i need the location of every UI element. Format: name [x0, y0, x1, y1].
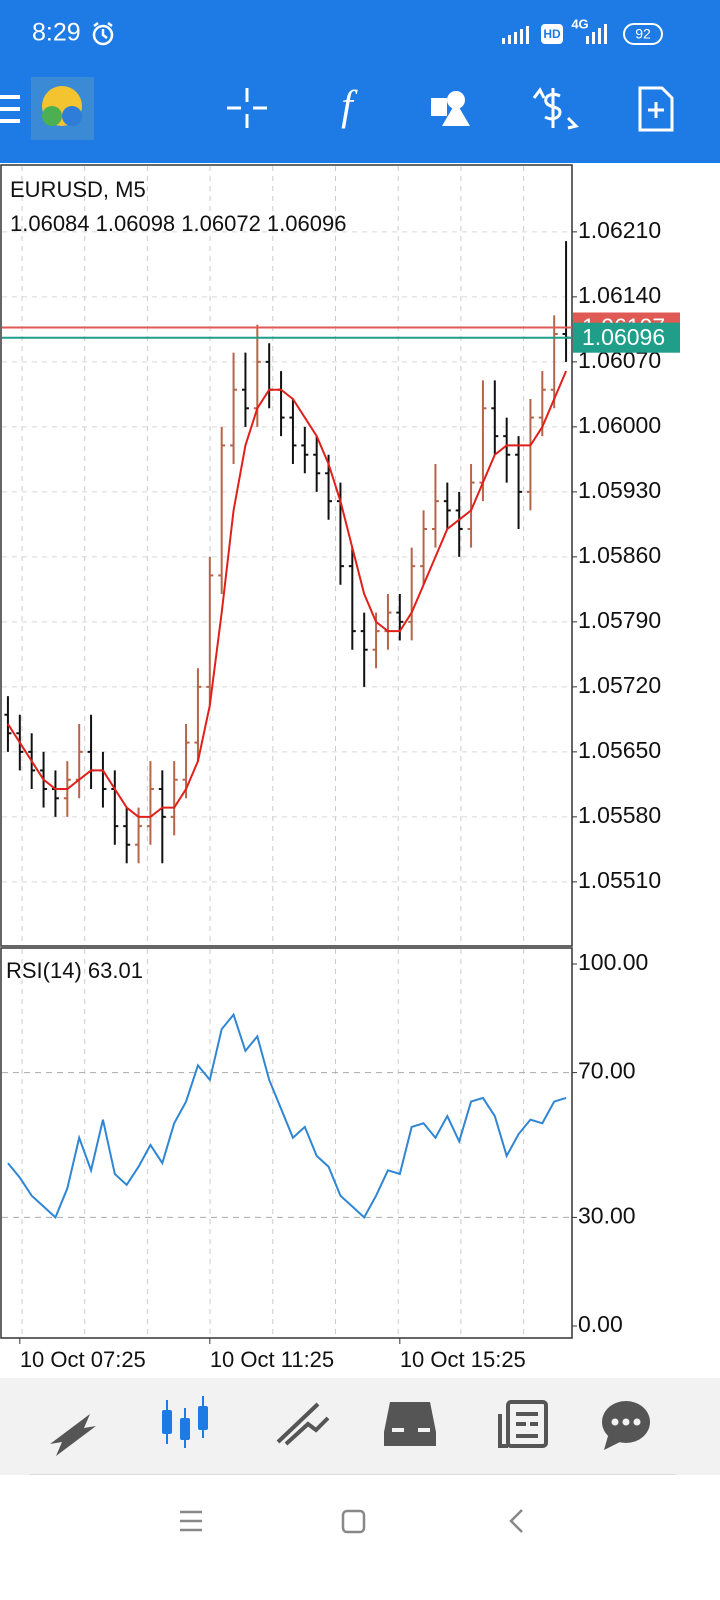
status-time: 8:29 [32, 19, 81, 47]
news-tab[interactable] [498, 1400, 548, 1448]
y-tick-label: 1.05790 [578, 607, 661, 633]
trade-button[interactable] [532, 87, 579, 130]
signal-icon [502, 26, 529, 44]
price-tag [573, 322, 680, 353]
y-tick-label: 1.05720 [578, 672, 661, 698]
battery-icon [623, 23, 663, 45]
quotes-tab[interactable] [50, 1414, 96, 1456]
divider [30, 1474, 676, 1475]
y-tick-label: 30.00 [578, 1202, 636, 1228]
rsi-title: RSI(14) 63.01 [6, 958, 143, 983]
objects-button[interactable] [431, 91, 470, 126]
price-tag-label: 1.06096 [582, 324, 665, 350]
y-tick-label: 1.06140 [578, 282, 661, 308]
recents-button[interactable] [180, 1510, 202, 1532]
y-tick-label: 1.05650 [578, 737, 661, 763]
home-button[interactable] [341, 1509, 366, 1534]
x-tick-label: 10 Oct 11:25 [210, 1347, 334, 1372]
y-tick-label: 1.05510 [578, 867, 661, 893]
y-tick-label: 100.00 [578, 949, 648, 975]
y-tick-label: 1.06000 [578, 412, 661, 438]
new-order-button[interactable] [638, 86, 674, 132]
y-tick-label: 0.00 [578, 1311, 623, 1337]
rsi-line [7, 1012, 567, 1220]
crosshair-button[interactable] [227, 88, 267, 128]
bottom-nav [0, 1378, 720, 1475]
ohlc-readout: 1.06084 1.06098 1.06072 1.06096 [10, 211, 346, 236]
mt4-logo[interactable] [31, 77, 94, 140]
signal-icon-2 [586, 24, 607, 44]
y-tick-label: 1.06210 [578, 217, 661, 243]
chat-tab[interactable] [602, 1401, 650, 1450]
history-tab[interactable] [384, 1402, 436, 1446]
main-chart-frame [0, 164, 573, 947]
app-header [0, 0, 720, 163]
x-tick-label: 10 Oct 07:25 [20, 1347, 146, 1372]
trade-tab[interactable] [276, 1402, 330, 1446]
chart-tab[interactable] [162, 1396, 208, 1448]
vertical-grid [21, 166, 525, 1337]
main-chart: 1.062101.061401.060701.060001.059301.058… [2, 217, 680, 893]
android-nav [180, 1509, 523, 1534]
y-tick-label: 1.05930 [578, 477, 661, 503]
hd-badge [541, 24, 563, 44]
menu-button[interactable] [0, 95, 20, 123]
y-tick-label: 1.05860 [578, 542, 661, 568]
back-button[interactable] [509, 1509, 523, 1533]
alarm-icon [92, 22, 114, 46]
hd-label: HD [543, 27, 561, 41]
chart-title: EURUSD, M5 [10, 177, 146, 202]
y-tick-label: 1.05580 [578, 802, 661, 828]
rsi-chart: 100.00 70.00 30.00 0.00 10 Oct 07:25 10 Oct 1… [2, 949, 648, 1372]
moving-average [7, 370, 567, 818]
network-label: 4G [571, 16, 588, 31]
battery-level: 92 [635, 26, 651, 42]
y-tick-label: 70.00 [578, 1058, 636, 1084]
x-tick-label: 10 Oct 15:25 [400, 1347, 526, 1372]
rsi-chart-frame [0, 947, 573, 1339]
